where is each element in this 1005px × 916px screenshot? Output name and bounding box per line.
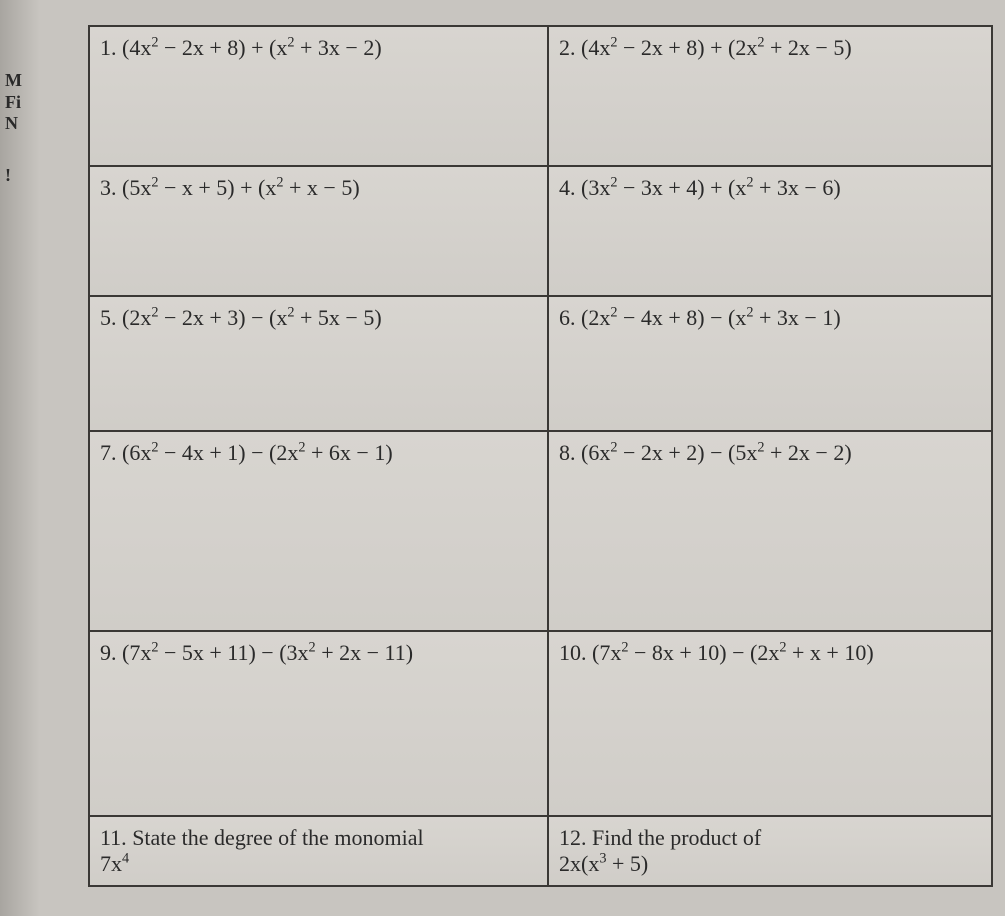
- problem-text: Find the product of: [592, 825, 761, 850]
- problem-number: 1.: [100, 35, 117, 60]
- problem-number: 8.: [559, 440, 576, 465]
- problem-expression: 7x4: [100, 851, 129, 876]
- table-row: 3. (5x2 − x + 5) + (x2 + x − 5) 4. (3x2 …: [89, 166, 992, 296]
- cell-problem-5: 5. (2x2 − 2x + 3) − (x2 + 5x − 5): [89, 296, 548, 431]
- cell-problem-8: 8. (6x2 − 2x + 2) − (5x2 + 2x − 2): [548, 431, 992, 631]
- cell-problem-4: 4. (3x2 − 3x + 4) + (x2 + 3x − 6): [548, 166, 992, 296]
- cell-problem-3: 3. (5x2 − x + 5) + (x2 + x − 5): [89, 166, 548, 296]
- problem-number: 12.: [559, 825, 587, 850]
- table-row: 9. (7x2 − 5x + 11) − (3x2 + 2x − 11) 10.…: [89, 631, 992, 816]
- table-row: 7. (6x2 − 4x + 1) − (2x2 + 6x − 1) 8. (6…: [89, 431, 992, 631]
- cell-problem-1: 1. (4x2 − 2x + 8) + (x2 + 3x − 2): [89, 26, 548, 166]
- problem-number: 5.: [100, 305, 117, 330]
- problem-expression: (4x2 − 2x + 8) + (x2 + 3x − 2): [122, 35, 382, 60]
- cell-problem-7: 7. (6x2 − 4x + 1) − (2x2 + 6x − 1): [89, 431, 548, 631]
- page-left-edge: M Fi N !: [0, 0, 40, 916]
- edge-line-4: !: [5, 165, 22, 187]
- problem-expression: (5x2 − x + 5) + (x2 + x − 5): [122, 175, 360, 200]
- cell-problem-6: 6. (2x2 − 4x + 8) − (x2 + 3x − 1): [548, 296, 992, 431]
- table-row: 11. State the degree of the monomial 7x4…: [89, 816, 992, 886]
- edge-line-3: N: [5, 113, 22, 135]
- cell-problem-12: 12. Find the product of 2x(x3 + 5): [548, 816, 992, 886]
- cell-problem-11: 11. State the degree of the monomial 7x4: [89, 816, 548, 886]
- problem-expression: (3x2 − 3x + 4) + (x2 + 3x − 6): [581, 175, 841, 200]
- problem-expression: (7x2 − 8x + 10) − (2x2 + x + 10): [592, 640, 874, 665]
- edge-line-1: M: [5, 70, 22, 92]
- problem-number: 7.: [100, 440, 117, 465]
- problem-expression: 2x(x3 + 5): [559, 851, 648, 876]
- problem-expression: (4x2 − 2x + 8) + (2x2 + 2x − 5): [581, 35, 852, 60]
- cell-problem-10: 10. (7x2 − 8x + 10) − (2x2 + x + 10): [548, 631, 992, 816]
- table-row: 5. (2x2 − 2x + 3) − (x2 + 5x − 5) 6. (2x…: [89, 296, 992, 431]
- problem-number: 11.: [100, 825, 127, 850]
- problem-expression: (6x2 − 4x + 1) − (2x2 + 6x − 1): [122, 440, 393, 465]
- problem-number: 3.: [100, 175, 117, 200]
- table-row: 1. (4x2 − 2x + 8) + (x2 + 3x − 2) 2. (4x…: [89, 26, 992, 166]
- worksheet-table: 1. (4x2 − 2x + 8) + (x2 + 3x − 2) 2. (4x…: [88, 25, 993, 887]
- problem-number: 4.: [559, 175, 576, 200]
- problem-expression: (2x2 − 2x + 3) − (x2 + 5x − 5): [122, 305, 382, 330]
- problem-number: 9.: [100, 640, 117, 665]
- cell-problem-9: 9. (7x2 − 5x + 11) − (3x2 + 2x − 11): [89, 631, 548, 816]
- problem-number: 6.: [559, 305, 576, 330]
- problem-number: 2.: [559, 35, 576, 60]
- problem-expression: (6x2 − 2x + 2) − (5x2 + 2x − 2): [581, 440, 852, 465]
- problem-number: 10.: [559, 640, 587, 665]
- problem-expression: (2x2 − 4x + 8) − (x2 + 3x − 1): [581, 305, 841, 330]
- edge-line-2: Fi: [5, 92, 22, 114]
- problem-expression: (7x2 − 5x + 11) − (3x2 + 2x − 11): [122, 640, 413, 665]
- cell-problem-2: 2. (4x2 − 2x + 8) + (2x2 + 2x − 5): [548, 26, 992, 166]
- problem-text: State the degree of the monomial: [132, 825, 423, 850]
- edge-cutoff-text: M Fi N !: [5, 70, 22, 186]
